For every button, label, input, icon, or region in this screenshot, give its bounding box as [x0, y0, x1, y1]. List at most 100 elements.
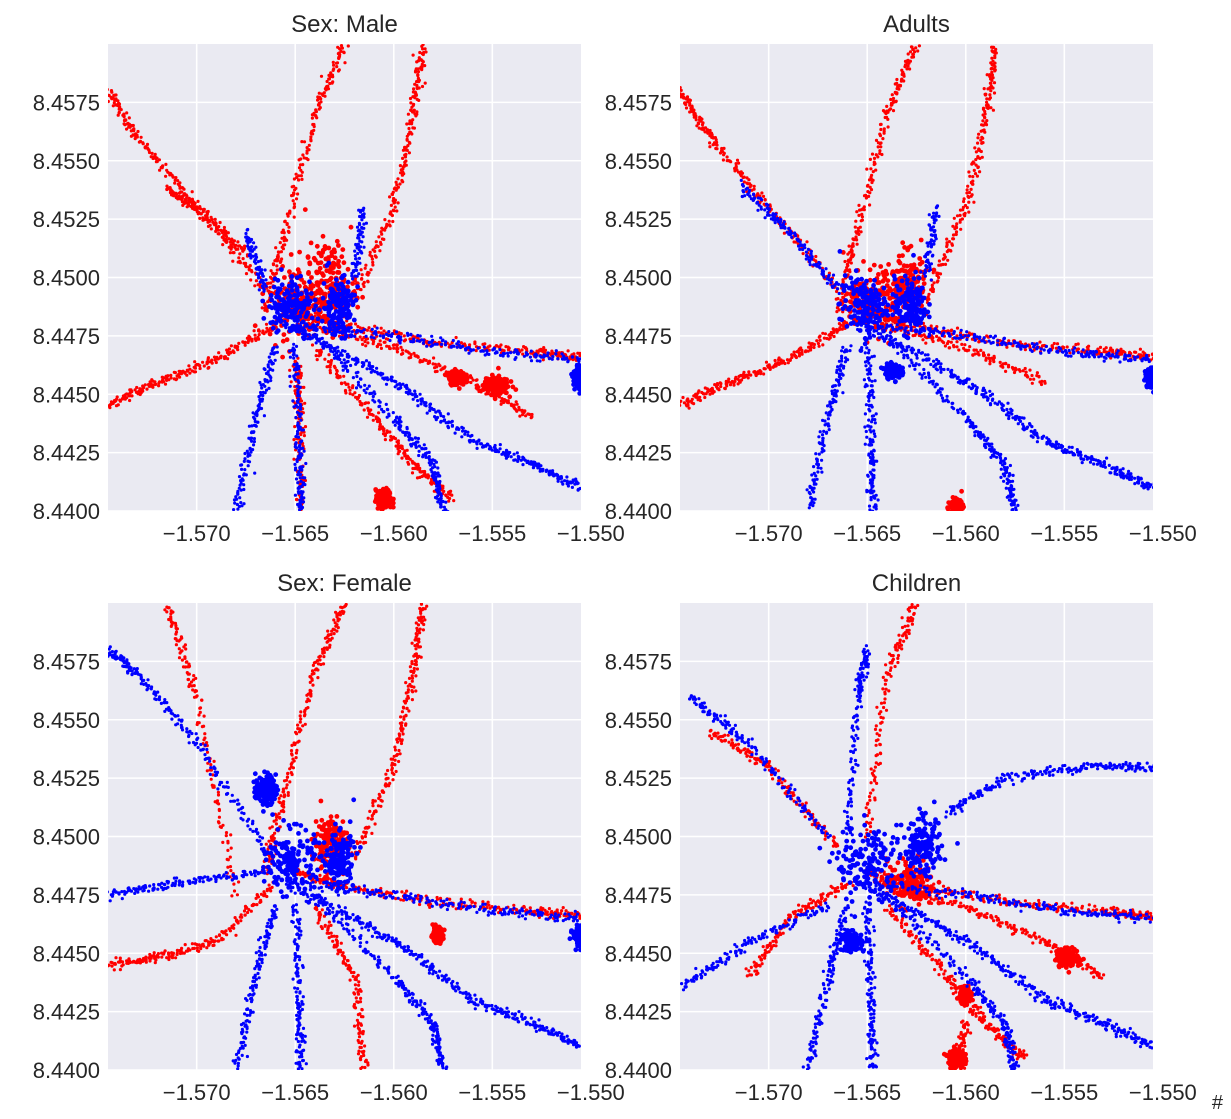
scatter-points — [108, 44, 590, 511]
point — [380, 226, 384, 230]
point — [311, 333, 315, 337]
point — [891, 96, 896, 101]
point — [391, 219, 395, 224]
point — [341, 368, 345, 372]
point — [245, 449, 249, 453]
point — [342, 51, 346, 55]
point — [274, 271, 278, 275]
point — [381, 410, 385, 414]
point — [252, 437, 256, 441]
point — [409, 339, 413, 344]
point — [403, 148, 407, 152]
point — [252, 241, 256, 245]
point — [530, 412, 534, 417]
point — [287, 225, 291, 229]
point — [422, 443, 426, 447]
point — [289, 303, 295, 309]
point — [556, 474, 560, 478]
point — [366, 406, 370, 410]
point — [278, 297, 284, 303]
point — [298, 467, 302, 471]
point — [388, 338, 392, 343]
point — [396, 201, 400, 205]
point — [358, 399, 362, 404]
point — [295, 354, 299, 358]
point — [371, 418, 375, 422]
point — [359, 288, 363, 292]
point — [388, 212, 392, 216]
point — [309, 275, 314, 280]
point — [179, 372, 183, 376]
point — [401, 156, 405, 160]
point — [291, 347, 297, 353]
point — [350, 357, 355, 361]
point — [418, 475, 422, 479]
point — [291, 324, 297, 330]
point — [254, 245, 258, 249]
point — [734, 162, 738, 166]
y-tick-label: 8.4400 — [33, 499, 100, 524]
point — [300, 428, 304, 432]
point — [246, 227, 250, 232]
point — [463, 432, 467, 436]
point — [382, 427, 386, 431]
point — [371, 260, 375, 264]
point — [307, 143, 311, 147]
point — [1051, 346, 1055, 350]
point — [275, 277, 281, 283]
point — [417, 80, 421, 84]
point — [402, 334, 406, 338]
point — [313, 290, 318, 296]
point — [514, 356, 518, 360]
point — [712, 141, 717, 145]
point — [150, 151, 154, 155]
point — [211, 220, 215, 224]
point — [580, 378, 581, 382]
point — [532, 465, 536, 469]
point — [516, 351, 520, 355]
point — [316, 307, 322, 313]
point — [296, 405, 300, 409]
point — [431, 362, 435, 366]
point — [439, 420, 443, 424]
point — [356, 251, 360, 256]
point — [240, 477, 244, 481]
point — [514, 408, 519, 412]
point — [894, 99, 898, 103]
point — [355, 361, 359, 365]
point — [360, 218, 364, 222]
point — [155, 159, 159, 164]
point — [890, 93, 894, 97]
point — [268, 367, 272, 371]
point — [418, 392, 422, 396]
point — [339, 275, 345, 281]
point — [331, 80, 335, 84]
point — [391, 411, 395, 415]
point — [580, 383, 581, 386]
point — [384, 382, 389, 386]
point — [380, 407, 384, 411]
point — [301, 336, 307, 342]
point — [294, 344, 299, 348]
point — [236, 348, 240, 352]
point — [289, 279, 295, 284]
point — [135, 135, 139, 139]
point — [348, 388, 352, 392]
point — [123, 393, 127, 397]
point-cluster — [319, 260, 360, 341]
point — [279, 250, 283, 254]
point — [186, 369, 190, 373]
point — [336, 286, 341, 292]
point — [298, 508, 302, 511]
point — [585, 380, 590, 385]
point — [280, 338, 286, 344]
point — [413, 354, 417, 358]
point — [499, 402, 503, 406]
point — [192, 365, 196, 369]
point — [879, 127, 883, 132]
point — [444, 494, 448, 498]
point — [295, 458, 299, 462]
point — [467, 351, 471, 355]
point — [237, 256, 241, 260]
point — [393, 418, 397, 422]
